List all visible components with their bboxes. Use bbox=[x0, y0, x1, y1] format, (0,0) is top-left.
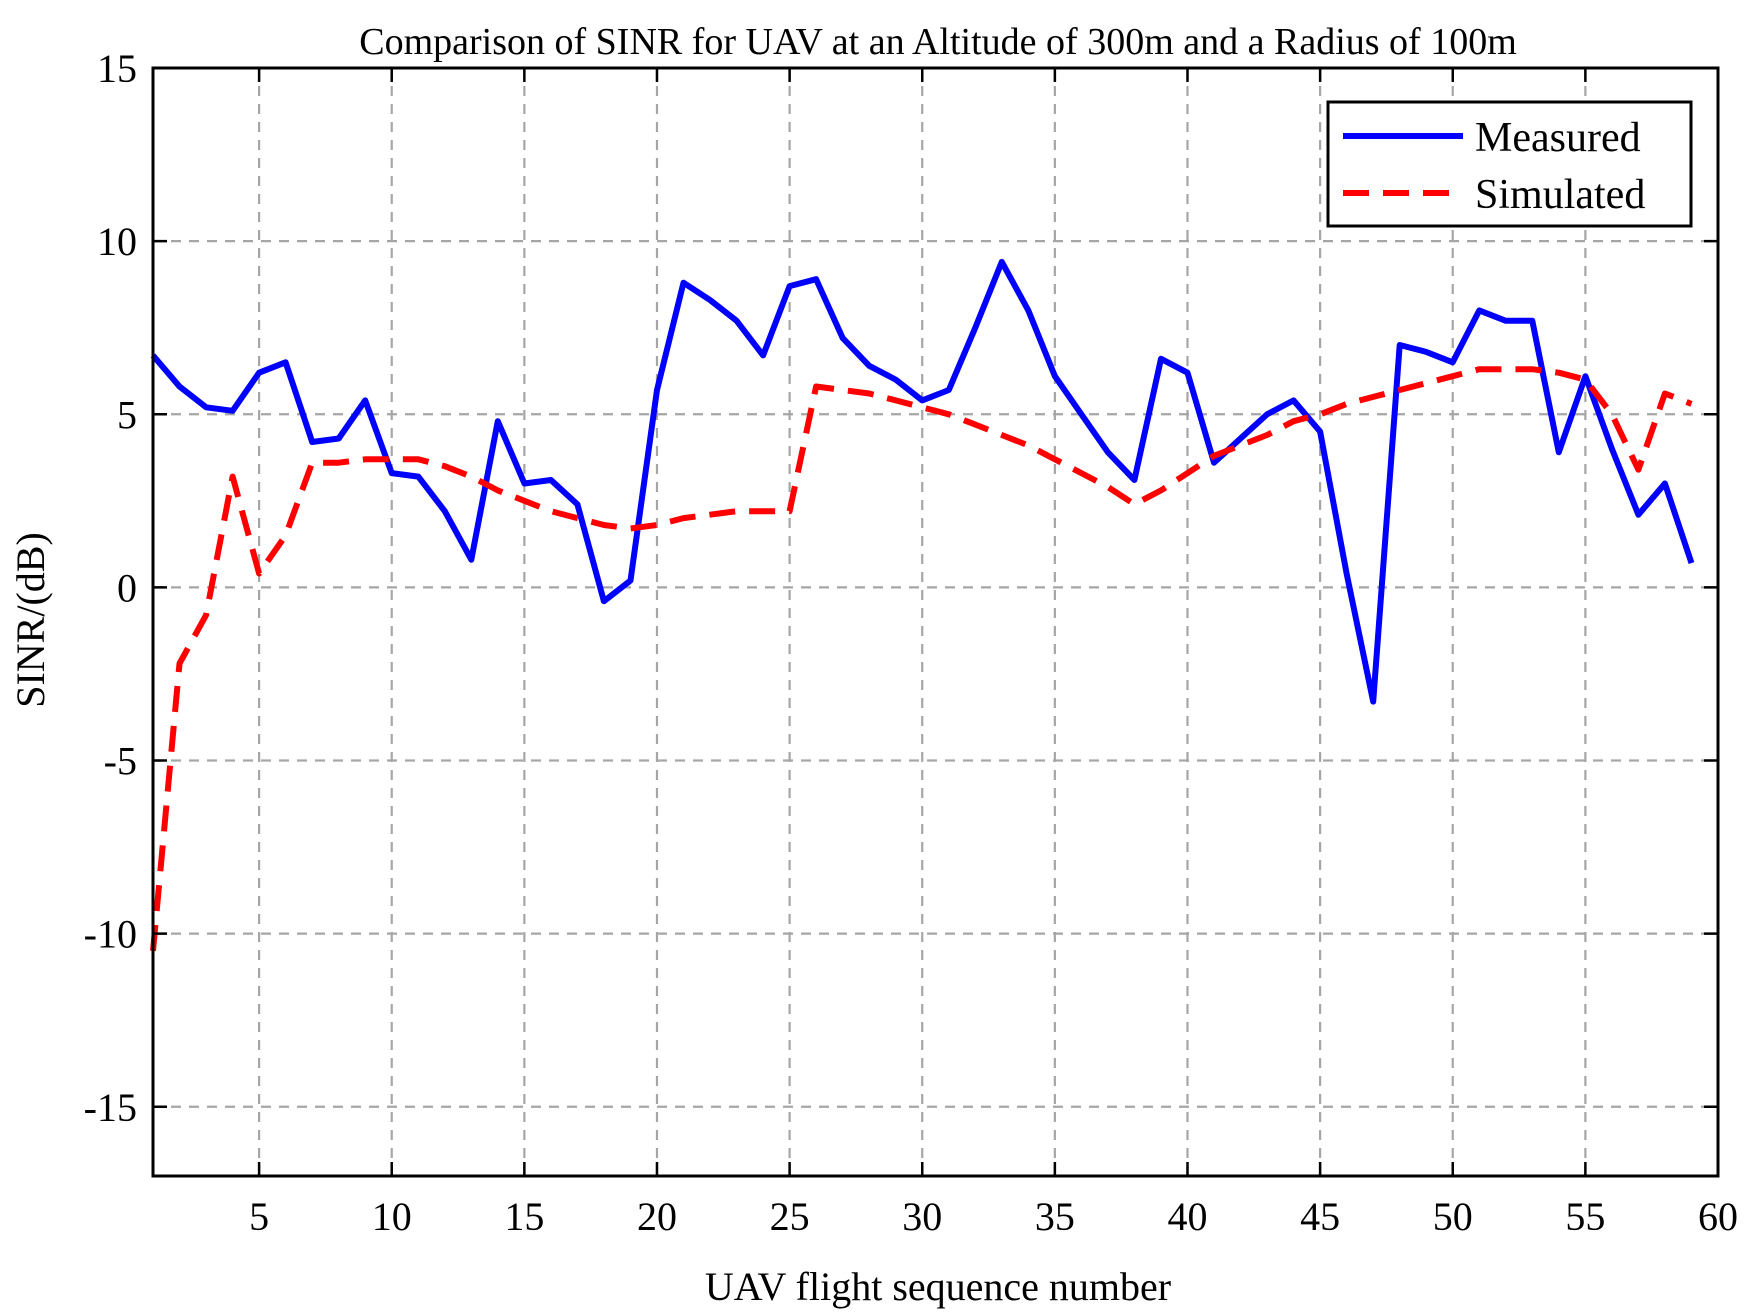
y-axis-label: SINR/(dB) bbox=[8, 532, 53, 708]
legend-label-simulated: Simulated bbox=[1475, 172, 1645, 218]
x-tick-label: 5 bbox=[249, 1194, 269, 1239]
series-layer bbox=[150, 258, 1695, 952]
y-tick-label: -5 bbox=[104, 739, 137, 784]
x-tick-label: 60 bbox=[1698, 1194, 1738, 1239]
axes-frame bbox=[151, 66, 1720, 1178]
y-tick-label: 0 bbox=[117, 565, 137, 610]
legend: Measured Simulated bbox=[1326, 100, 1693, 228]
x-axis-label: UAV flight sequence number bbox=[705, 1264, 1171, 1309]
axis-ticks: 5 10 15 20 25 30 35 40 45 50 55 60 -15 -10 -5 0 5 10 15 bbox=[84, 46, 1738, 1239]
legend-box bbox=[1326, 100, 1693, 228]
y-tick-label: 15 bbox=[97, 46, 137, 91]
x-tick-label: 20 bbox=[637, 1194, 677, 1239]
y-tick-label: 10 bbox=[97, 219, 137, 264]
x-tick-label: 55 bbox=[1565, 1194, 1605, 1239]
series-line-measured bbox=[150, 258, 1695, 705]
x-tick-label: 30 bbox=[902, 1194, 942, 1239]
x-tick-label: 25 bbox=[770, 1194, 810, 1239]
x-tick-label: 45 bbox=[1300, 1194, 1340, 1239]
y-tick-label: 5 bbox=[117, 392, 137, 437]
x-tick-label: 10 bbox=[372, 1194, 412, 1239]
x-tick-label: 40 bbox=[1167, 1194, 1207, 1239]
y-tick-label: -10 bbox=[84, 912, 137, 957]
legend-label-measured: Measured bbox=[1475, 115, 1641, 161]
y-tick-label: -15 bbox=[84, 1085, 137, 1130]
x-tick-label: 15 bbox=[504, 1194, 544, 1239]
chart-title: Comparison of SINR for UAV at an Altitud… bbox=[359, 21, 1517, 63]
series-line-simulated bbox=[150, 366, 1693, 952]
grid bbox=[153, 68, 1718, 1176]
x-tick-label: 35 bbox=[1035, 1194, 1075, 1239]
x-tick-label: 50 bbox=[1433, 1194, 1473, 1239]
